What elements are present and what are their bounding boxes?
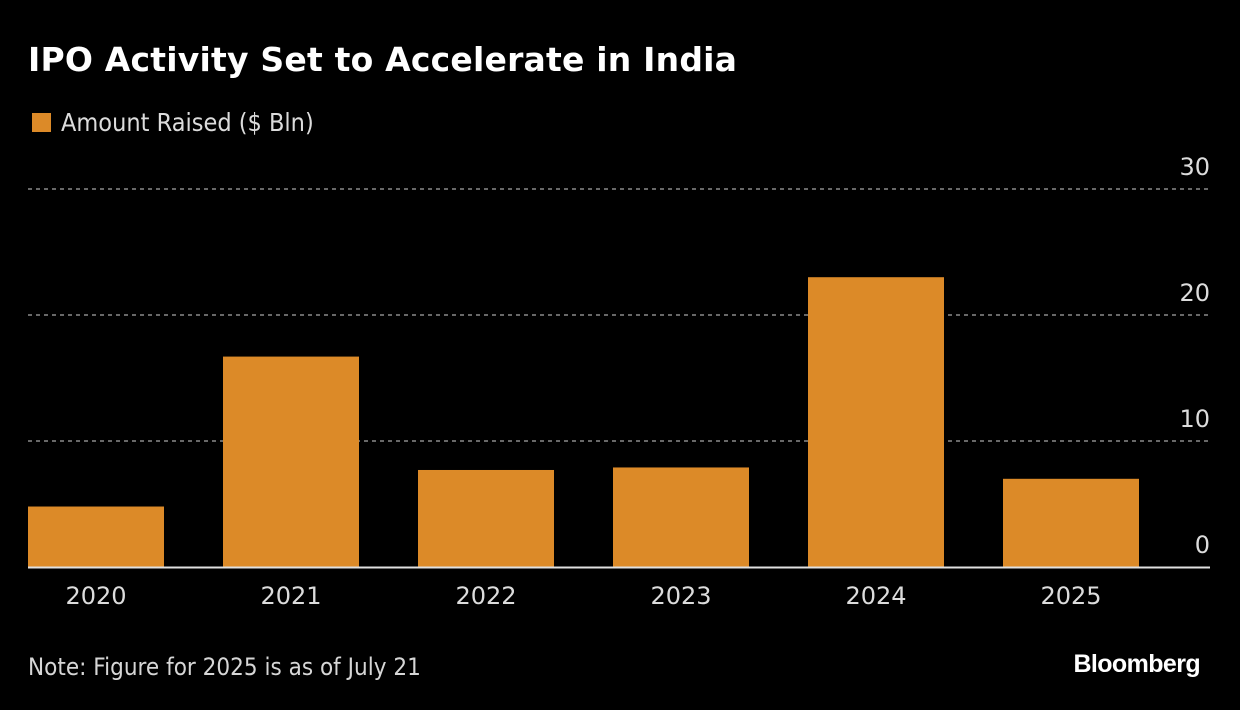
- chart-title: IPO Activity Set to Accelerate in India: [28, 40, 738, 79]
- x-tick-label: 2020: [65, 582, 126, 610]
- x-tick-label: 2024: [845, 582, 906, 610]
- bar-2020: [28, 506, 164, 567]
- y-tick-label: 20: [1179, 279, 1210, 307]
- y-tick-label: 0: [1195, 531, 1210, 559]
- bar-2022: [418, 469, 554, 567]
- gridlines: [28, 188, 1210, 442]
- y-tick-label: 10: [1179, 405, 1210, 433]
- x-tick-label: 2021: [260, 582, 321, 610]
- legend-swatch: [32, 113, 51, 132]
- bar-2023: [613, 467, 749, 567]
- x-tick-label: 2025: [1040, 582, 1101, 610]
- bars: [28, 277, 1139, 567]
- footnote: Note: Figure for 2025 is as of July 21: [28, 653, 421, 681]
- bar-2024: [808, 277, 944, 567]
- bloomberg-logo: Bloomberg: [1073, 650, 1200, 678]
- x-tick-label: 2023: [650, 582, 711, 610]
- legend: Amount Raised ($ Bln): [32, 108, 342, 137]
- bar-2025: [1003, 478, 1139, 567]
- y-tick-label: 30: [1179, 153, 1210, 181]
- x-tick-label: 2022: [455, 582, 516, 610]
- bar-2021: [223, 356, 359, 567]
- legend-label: Amount Raised ($ Bln): [61, 108, 314, 137]
- tick-labels: 0 10 20 30 2020 2021 2022 2023 2024 2025: [65, 153, 1210, 610]
